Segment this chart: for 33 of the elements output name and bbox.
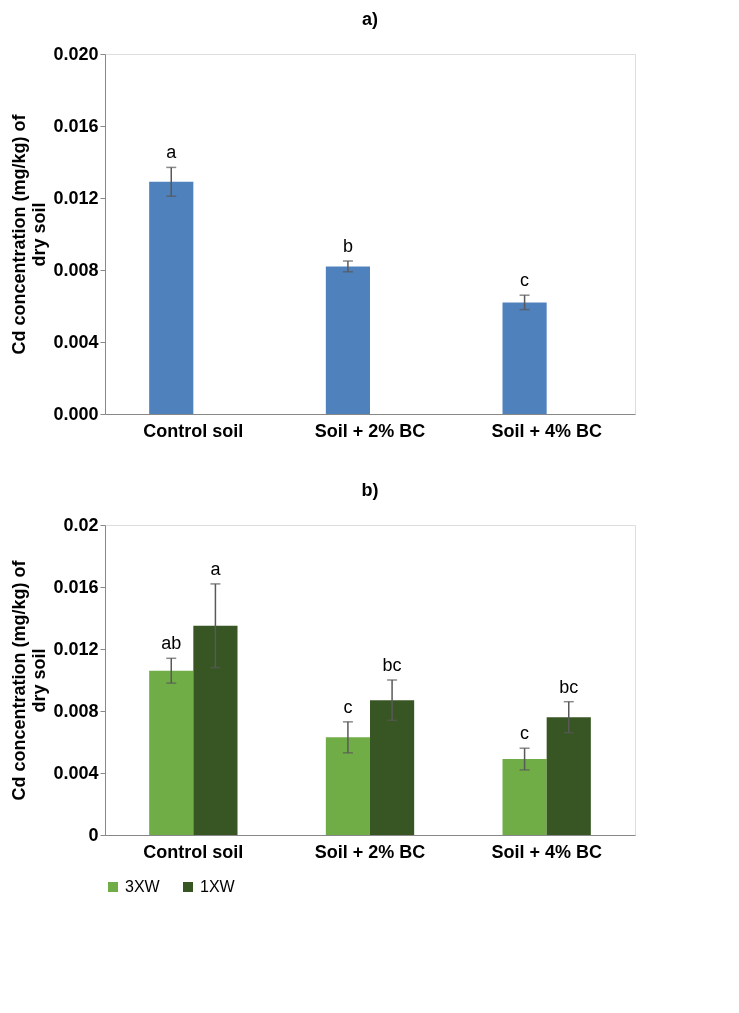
x-tick-label: Soil + 4% BC [491,420,602,441]
y-axis-title: Cd concentration (mg/kg) of dry soil [9,113,50,355]
chart-title: a) [361,9,379,29]
data-label: c [520,723,530,744]
y-tick-label: 0.004 [53,331,99,352]
x-tick-label: Control soil [143,841,244,862]
legend-label: 3XW [125,878,161,895]
x-tick-label: Soil + 2% BC [314,841,426,862]
y-tick-label: 0.016 [53,576,99,597]
y-tick-label: 0 [88,824,99,845]
x-tick-label: Soil + 4% BC [491,841,602,862]
y-tick-label: 0.008 [53,700,99,721]
y-tick-label: 0.012 [53,187,99,208]
data-label: bc [382,655,402,675]
data-label: bc [559,676,579,697]
x-tick-label: Soil + 2% BC [314,420,426,441]
y-tick-label: 0.016 [53,115,99,136]
y-tick-label: 0.02 [63,514,99,535]
data-label: c [520,270,530,291]
y-tick-label: 0.000 [53,403,99,424]
data-label: b [342,236,353,256]
legend-label: 1XW [200,878,236,895]
y-axis-title: Cd concentration (mg/kg) of dry soil [9,559,50,801]
y-tick-label: 0.004 [53,762,99,783]
data-label: ab [161,633,182,654]
x-tick-label: Control soil [143,420,244,441]
y-tick-label: 0.020 [53,43,99,64]
chart-title: b) [361,480,379,500]
y-tick-label: 0.012 [53,638,99,659]
data-label: c [343,696,353,717]
y-tick-label: 0.008 [53,259,99,280]
data-label: a [210,558,222,579]
data-label: a [166,142,178,163]
